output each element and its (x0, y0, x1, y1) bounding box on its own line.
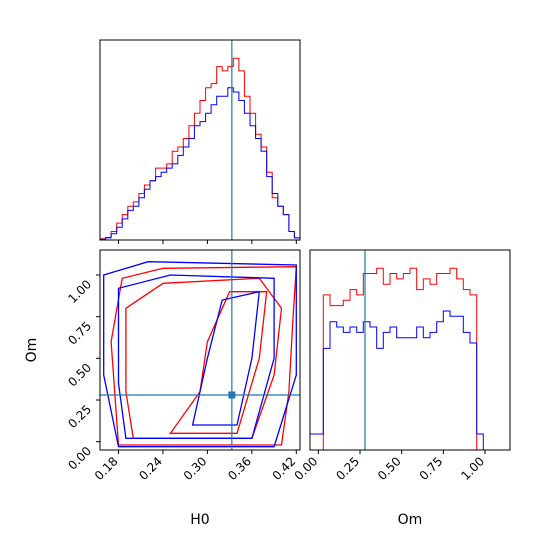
om-hist-series-0 (310, 267, 510, 450)
contour-frame (99, 249, 301, 451)
h0-hist-series-1 (100, 87, 300, 240)
om-hist-series-1 (310, 310, 510, 450)
contour-yaxis-ticklabel-0: 0.00 (65, 444, 94, 473)
contour-xaxis-ticklabel-4: 0.42 (270, 454, 299, 483)
contour-series-0-level-0 (110, 266, 297, 446)
contour-series-1-level-0 (103, 261, 297, 448)
h0-hist-series-0 (100, 57, 300, 240)
contour-yaxis-ticklabel-2: 0.50 (65, 361, 94, 390)
contour-yaxis-ticklabel-4: 1.00 (65, 277, 94, 306)
om-hist-xaxis-ticklabel-2: 0.50 (375, 454, 404, 483)
om-hist-xaxis-ticklabel-3: 0.75 (417, 454, 446, 483)
contour-xaxis-ticklabel-2: 0.30 (181, 454, 210, 483)
contour-series-1-level-1 (117, 274, 275, 439)
contour-xlabel: H0 (190, 512, 209, 528)
contour-series-1-level-2 (191, 290, 261, 426)
contour-plot-area (100, 250, 300, 450)
om-hist-xaxis-ticklabel-1: 0.25 (333, 454, 362, 483)
contour-truth-marker (228, 391, 236, 399)
contour-yaxis-ticklabel-3: 0.75 (65, 319, 94, 348)
om-hist-xlabel: Om (398, 512, 423, 528)
om-hist-xaxis-ticklabel-4: 1.00 (458, 454, 487, 483)
contour-xaxis-ticklabel-0: 0.18 (92, 454, 121, 483)
contour-yaxis-ticklabel-1: 0.25 (65, 402, 94, 431)
contour-ylabel: Om (24, 338, 40, 363)
om-hist-frame (309, 249, 511, 451)
contour-xaxis-ticklabel-3: 0.36 (225, 454, 254, 483)
h0-hist-plot-area (100, 40, 300, 240)
om-hist-xaxis-ticklabel-0: 0.00 (292, 454, 321, 483)
h0-hist-frame (99, 39, 301, 241)
om-hist-plot-area (310, 250, 510, 450)
contour-xaxis-ticklabel-1: 0.24 (136, 454, 165, 483)
